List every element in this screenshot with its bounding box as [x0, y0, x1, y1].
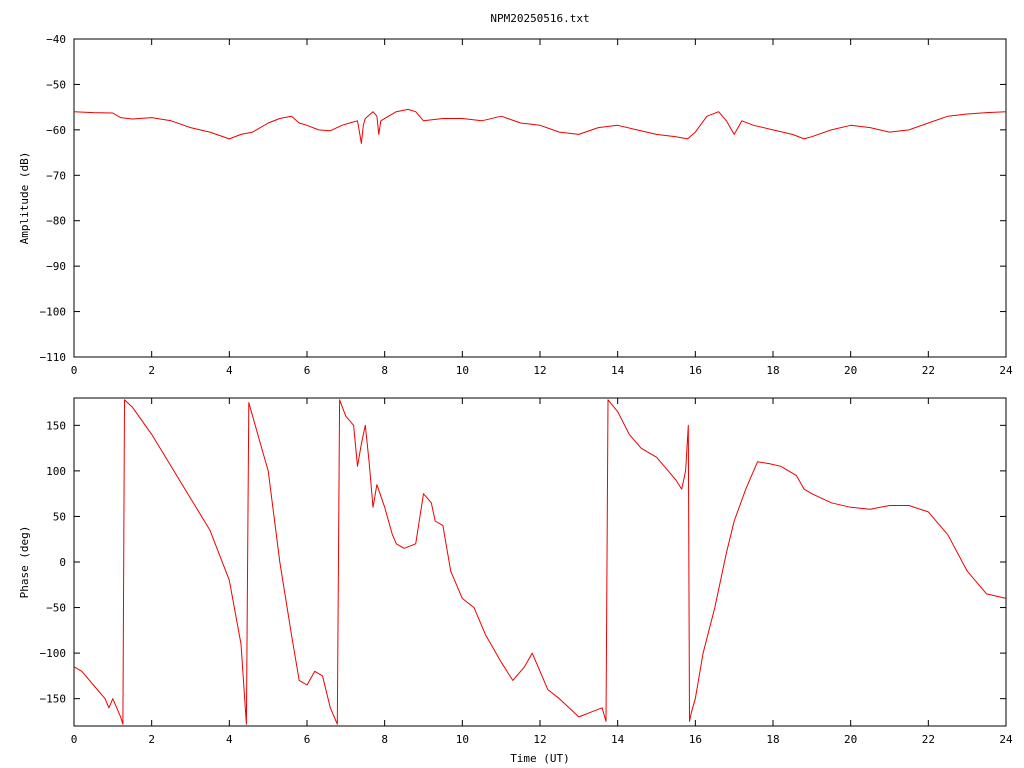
phase-x-tick-label: 24	[999, 733, 1013, 746]
phase-x-tick-label: 20	[844, 733, 857, 746]
phase-x-tick-label: 8	[381, 733, 388, 746]
phase-x-tick-label: 22	[922, 733, 935, 746]
amplitude-y-tick-label: −80	[46, 215, 66, 228]
amplitude-ticks	[73, 38, 1007, 358]
amplitude-x-tick-label: 4	[226, 364, 233, 377]
phase-tick-labels: 0 2 4 6 8 10 12 14 16 18 20 22 24−150−100−5005010015…	[40, 419, 1013, 746]
phase-panel: 0 2 4 6 8 10 12 14 16 18 20 22 24−150−100−5005010015…	[18, 397, 1013, 765]
amplitude-x-tick-label: 6	[304, 364, 311, 377]
phase-x-tick-label: 16	[689, 733, 702, 746]
amplitude-x-tick-label: 22	[922, 364, 935, 377]
amplitude-tick-labels: 0 2 4 6 8 10 12 14 16 18 20 22 24−110−100−90−80−70−6…	[40, 33, 1013, 377]
amplitude-y-tick-label: −50	[46, 78, 66, 91]
amplitude-panel: 0 2 4 6 8 10 12 14 16 18 20 22 24−110−100−90−80−70−6…	[18, 33, 1013, 377]
phase-y-tick-label: 0	[59, 556, 66, 569]
amplitude-y-tick-label: −110	[40, 351, 67, 364]
phase-x-tick-label: 18	[766, 733, 779, 746]
amplitude-x-tick-label: 0	[71, 364, 78, 377]
phase-x-tick-label: 14	[611, 733, 625, 746]
phase-series-line	[73, 399, 1007, 725]
amplitude-y-tick-label: −100	[40, 306, 67, 319]
amplitude-x-tick-label: 10	[456, 364, 469, 377]
amplitude-y-tick-label: −70	[46, 169, 66, 182]
x-axis-label: Time (UT)	[510, 752, 570, 765]
chart-title: NPM20250516.txt	[490, 12, 589, 25]
phase-y-tick-label: −50	[46, 602, 66, 615]
amplitude-x-tick-label: 20	[844, 364, 857, 377]
phase-x-tick-label: 4	[226, 733, 233, 746]
phase-x-tick-label: 0	[71, 733, 78, 746]
phase-x-tick-label: 6	[304, 733, 311, 746]
amplitude-x-tick-label: 12	[533, 364, 546, 377]
phase-x-tick-label: 10	[456, 733, 469, 746]
amplitude-x-tick-label: 14	[611, 364, 625, 377]
amplitude-x-tick-label: 8	[381, 364, 388, 377]
phase-ticks	[73, 398, 1007, 726]
phase-y-tick-label: 50	[53, 510, 66, 523]
phase-y-tick-label: 100	[46, 465, 66, 478]
phase-x-tick-label: 12	[533, 733, 546, 746]
phase-y-tick-label: 150	[46, 419, 66, 432]
amplitude-y-tick-label: −60	[46, 124, 66, 137]
amplitude-x-tick-label: 24	[999, 364, 1013, 377]
amplitude-y-tick-label: −90	[46, 260, 66, 273]
amplitude-x-tick-label: 2	[148, 364, 155, 377]
amplitude-x-tick-label: 18	[766, 364, 779, 377]
amplitude-y-axis-label: Amplitude (dB)	[18, 152, 31, 245]
amplitude-y-tick-label: −40	[46, 33, 66, 46]
phase-y-tick-label: −100	[40, 647, 67, 660]
amplitude-series-line	[73, 108, 1007, 144]
phase-y-tick-label: −150	[40, 693, 67, 706]
phase-y-axis-label: Phase (deg)	[18, 526, 31, 599]
amplitude-x-tick-label: 16	[689, 364, 702, 377]
phase-x-tick-label: 2	[148, 733, 155, 746]
